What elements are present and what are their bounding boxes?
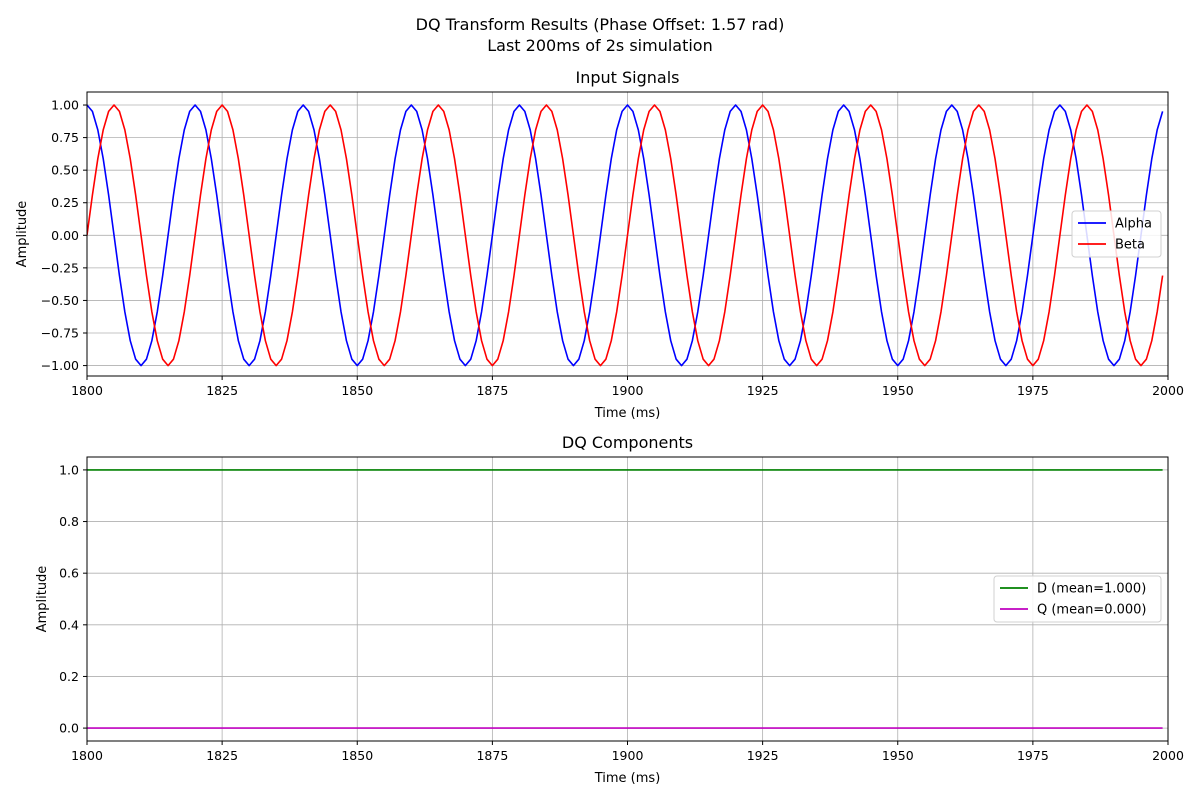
x-axis-label: Time (ms) <box>594 406 661 421</box>
x-tick-label: 2000 <box>1152 748 1184 763</box>
series-line-beta <box>87 104 1164 367</box>
x-tick-label: 1825 <box>206 748 238 763</box>
x-tick-label: 1950 <box>882 383 914 398</box>
y-tick-label: 0.6 <box>59 566 79 581</box>
y-tick-label: 1.0 <box>59 462 79 477</box>
legend-label: D (mean=1.000) <box>1037 582 1146 597</box>
x-tick-label: 1825 <box>206 383 238 398</box>
x-tick-label: 1850 <box>341 383 373 398</box>
x-tick-label: 1925 <box>747 748 779 763</box>
y-axis-label: Amplitude <box>15 201 30 268</box>
legend: Alpha Beta <box>1071 210 1162 258</box>
panel-dq-components: DQ Components 1800 1825 1850 1875 1900 1925 195… <box>35 433 1184 786</box>
y-axis-label: Amplitude <box>35 566 50 633</box>
panel-input-signals: Input Signals 1800 1825 1850 1875 1900 1925 195… <box>15 68 1184 421</box>
y-tick-label: 0.8 <box>59 514 79 529</box>
figure-title-line-1: DQ Transform Results (Phase Offset: 1.57… <box>416 15 785 34</box>
x-tick-label: 1950 <box>882 748 914 763</box>
chart-title: DQ Components <box>562 433 693 452</box>
series-group <box>87 469 1163 729</box>
y-tick-label: 0.0 <box>59 721 79 736</box>
figure-title-line-2: Last 200ms of 2s simulation <box>487 36 712 55</box>
legend-label: Alpha <box>1115 217 1152 232</box>
x-tick-label: 1850 <box>341 748 373 763</box>
series-line-alpha <box>87 104 1164 367</box>
y-tick-label: −0.50 <box>41 293 79 308</box>
x-tick-label: 1975 <box>1017 748 1049 763</box>
y-tick-label: 0.4 <box>59 617 79 632</box>
legend-label: Q (mean=0.000) <box>1037 603 1146 618</box>
series-group <box>87 104 1164 367</box>
x-tick-label: 2000 <box>1152 383 1184 398</box>
x-tick-label: 1900 <box>612 383 644 398</box>
y-tick-label: −0.25 <box>41 260 79 275</box>
x-tick-label: 1800 <box>71 748 103 763</box>
x-tick-label: 1875 <box>476 383 508 398</box>
x-tick-label: 1925 <box>747 383 779 398</box>
legend-label: Beta <box>1115 238 1145 253</box>
chart-title: Input Signals <box>576 68 680 87</box>
y-tick-label: 0.2 <box>59 669 79 684</box>
y-tick-label: 1.00 <box>51 98 79 113</box>
y-tick-label: −1.00 <box>41 358 79 373</box>
x-tick-label: 1800 <box>71 383 103 398</box>
y-tick-label: 0.25 <box>51 195 79 210</box>
x-axis-label: Time (ms) <box>594 771 661 786</box>
y-tick-label: −0.75 <box>41 326 79 341</box>
x-tick-label: 1975 <box>1017 383 1049 398</box>
legend: D (mean=1.000) Q (mean=0.000) <box>993 575 1162 623</box>
y-tick-label: 0.00 <box>51 228 79 243</box>
y-tick-label: 0.75 <box>51 130 79 145</box>
legend-box <box>993 575 1162 623</box>
x-tick-label: 1900 <box>612 748 644 763</box>
y-tick-label: 0.50 <box>51 163 79 178</box>
x-tick-label: 1875 <box>476 748 508 763</box>
